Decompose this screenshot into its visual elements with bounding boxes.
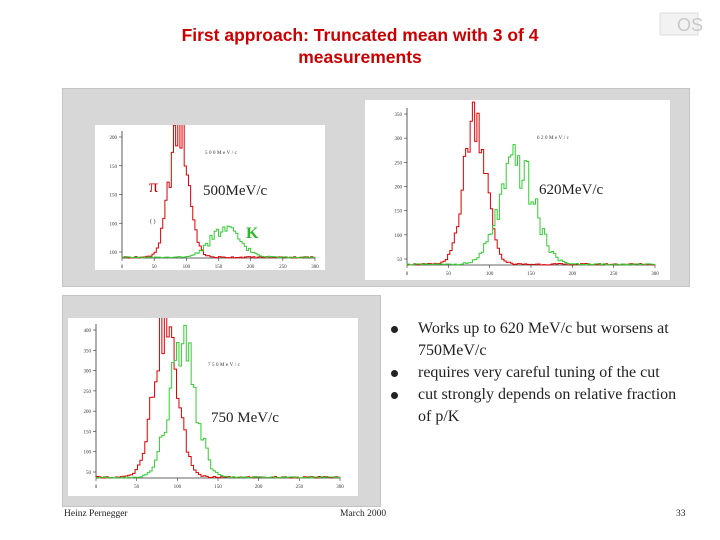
plot-620-axes: 0 50 100 150 200 250 300 350 300 250 200 150 100 50 <box>395 108 659 277</box>
bullet-dot-icon <box>391 392 398 399</box>
logo: OS <box>659 12 703 36</box>
p750-x-tick-label: 0 <box>95 485 98 490</box>
bullet-item: cut strongly depends on relative fractio… <box>388 384 688 428</box>
p750-y-tick-label: 200 <box>84 410 92 415</box>
bullet-item: Works up to 620 MeV/c but worsens at 750… <box>388 318 688 362</box>
p750-x-tick-label: 150 <box>214 485 222 490</box>
p500-x-tick-label: 100 <box>183 265 191 270</box>
plot-620-histograms <box>406 101 656 266</box>
p620-y-tick-label: 250 <box>395 161 403 166</box>
p750-y-tick-label: 300 <box>84 370 92 375</box>
bullet-item: requires very careful tuning of the cut <box>388 362 688 384</box>
p620-x-tick-label: 250 <box>610 272 618 277</box>
p620-x-tick-label: 100 <box>486 272 494 277</box>
p620-y-tick-label: 350 <box>395 113 403 118</box>
pion-label: π <box>149 176 158 196</box>
p620-y-tick-label: 200 <box>395 186 403 191</box>
p500-x-tick-label: 0 <box>121 265 124 270</box>
p750-kaon-histogram <box>95 324 341 479</box>
plot-620-small-label: 620MeV/c <box>537 136 570 141</box>
p500-x-tick-label: 300 <box>311 265 319 270</box>
bullet-text: requires very careful tuning of the cut <box>418 364 660 381</box>
plot-750-histograms <box>95 318 341 479</box>
plot-750-small-label: 750MeV/c <box>208 363 241 368</box>
plot-500-big-label: 500MeV/c <box>203 183 267 199</box>
plot-500-small-label: 500MeV/c <box>205 151 238 156</box>
bullet-text: cut strongly depends on relative fractio… <box>418 386 677 425</box>
slide-title: First approach: Truncated mean with 3 of… <box>181 25 539 67</box>
plot-620-big-label: 620MeV/c <box>539 182 603 198</box>
plot-500-misc-label: ( ) <box>150 218 156 225</box>
p500-x-tick-label: 250 <box>279 265 287 270</box>
plot-500-axes: 0 50 100 150 200 250 300 200 150 150 100 100 <box>110 131 319 270</box>
footer-date: March 2000 <box>340 509 387 519</box>
p500-y-tick-label: 150 <box>110 194 118 199</box>
p620-x-tick-label: 50 <box>446 272 452 277</box>
bullet-dot-icon <box>391 370 398 377</box>
p500-x-tick-label: 50 <box>152 265 158 270</box>
p750-x-tick-label: 200 <box>255 485 263 490</box>
p500-y-tick-label: 200 <box>110 136 118 141</box>
footer-page: 33 <box>676 509 686 519</box>
p750-y-tick-label: 400 <box>84 329 92 334</box>
p620-x-tick-label: 150 <box>527 272 535 277</box>
p500-x-tick-label: 200 <box>247 265 255 270</box>
p750-x-tick-label: 100 <box>174 485 182 490</box>
p750-y-tick-label: 350 <box>84 349 92 354</box>
p620-x-tick-label: 200 <box>569 272 577 277</box>
p620-y-tick-label: 100 <box>395 234 403 239</box>
plot-500: 0 50 100 150 200 250 300 200 150 150 100 100 500MeV… <box>95 125 325 270</box>
p620-y-tick-label: 50 <box>397 258 403 263</box>
p500-y-tick-label: 100 <box>110 222 118 227</box>
p500-kaon-histogram <box>121 225 316 259</box>
p750-x-tick-label: 300 <box>336 485 344 490</box>
p750-x-tick-label: 250 <box>296 485 304 490</box>
kaon-label: K <box>246 225 259 242</box>
p620-x-tick-label: 300 <box>651 272 659 277</box>
bullet-text: Works up to 620 MeV/c but worsens at 750… <box>418 320 669 359</box>
p500-y-tick-label: 150 <box>110 165 118 170</box>
p620-x-tick-label: 0 <box>406 272 409 277</box>
p750-y-tick-label: 250 <box>84 390 92 395</box>
p750-y-tick-label: 150 <box>84 430 92 435</box>
p750-y-tick-label: 50 <box>86 471 92 476</box>
p750-y-tick-label: 100 <box>84 451 92 456</box>
plot-500-histograms <box>121 125 316 259</box>
p500-x-tick-label: 150 <box>215 265 223 270</box>
logo-text: OS <box>677 15 703 35</box>
plot-620: 0 50 100 150 200 250 300 350 300 250 200 150 100 50 6… <box>365 100 670 280</box>
p500-y-tick-label: 100 <box>110 251 118 256</box>
plot-750-big-label: 750 MeV/c <box>211 410 279 426</box>
bullet-list: Works up to 620 MeV/c but worsens at 750… <box>388 318 688 428</box>
p620-y-tick-label: 300 <box>395 137 403 142</box>
p750-x-tick-label: 50 <box>134 485 140 490</box>
p620-y-tick-label: 150 <box>395 210 403 215</box>
p620-kaon-histogram <box>406 144 656 266</box>
footer-author: Heinz Pernegger <box>64 509 128 519</box>
bullet-dot-icon <box>391 326 398 333</box>
plot-750: 0 50 100 150 200 250 300 400 350 300 250 200 150 100 5… <box>68 318 358 496</box>
